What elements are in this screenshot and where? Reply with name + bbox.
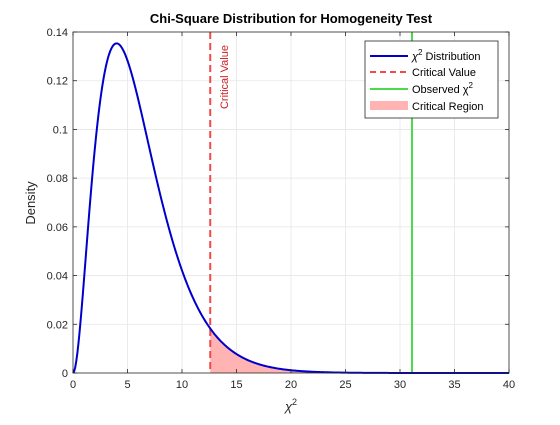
legend-label-observed-main: Observed χ [412,84,469,96]
x-tick-label: 5 [124,379,130,391]
y-tick-label: 0.06 [47,222,68,234]
legend-swatch-critical-region [370,101,408,110]
x-axis-label-sup: 2 [292,397,297,407]
x-tick-label: 30 [394,379,406,391]
y-tick-label: 0.1 [53,124,68,136]
y-tick-label: 0.02 [47,319,68,331]
x-tick-label: 35 [448,379,460,391]
x-tick-label: 0 [70,379,76,391]
legend-label-distribution-suffix: Distribution [422,51,480,63]
y-tick-label: 0 [62,368,68,380]
y-tick-label: 0.14 [47,27,68,39]
x-axis-label: χ2 [284,397,297,414]
legend-label-critical-region: Critical Region [412,101,484,113]
x-tick-label: 20 [285,379,297,391]
x-tick-label: 15 [230,379,242,391]
x-tick-label: 25 [339,379,351,391]
legend-label-critical-value: Critical Value [412,67,476,79]
legend: χ2 Distribution Critical Value Observed … [365,41,498,118]
chart-title: Chi-Square Distribution for Homogeneity … [150,11,433,26]
y-axis-label: Density [23,181,38,225]
legend-label-observed: Observed χ2 [412,81,474,96]
y-tick-label: 0.04 [47,271,68,283]
x-tick-label: 10 [176,379,188,391]
legend-label-observed-sup: 2 [469,81,474,90]
y-tick-label: 0.08 [47,173,68,185]
critical-value-annotation: Critical Value [219,45,231,109]
x-tick-label: 40 [503,379,515,391]
y-tick-label: 0.12 [47,76,68,88]
